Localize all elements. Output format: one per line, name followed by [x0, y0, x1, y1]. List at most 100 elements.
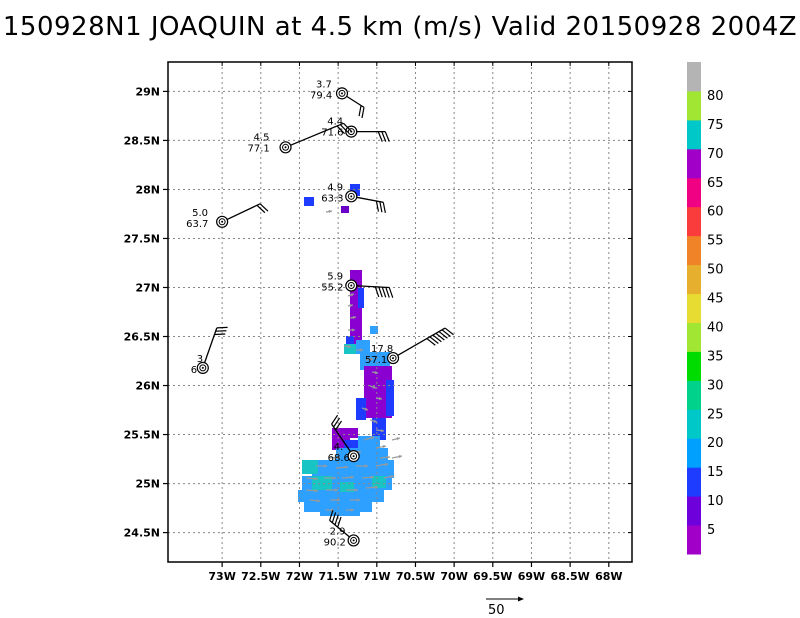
wind-vector — [363, 436, 375, 441]
station-marker-inner — [350, 536, 358, 544]
wind-vector — [379, 455, 391, 459]
station-value-bottom: 77.1 — [248, 143, 270, 154]
station-marker-dot — [392, 357, 395, 360]
colorbar-label: 55 — [707, 234, 724, 249]
barb-staff — [285, 122, 344, 148]
station-marker-dot — [341, 92, 343, 95]
station-value-bottom: 71.6 — [321, 128, 343, 139]
x-tick-label: 69.5W — [473, 570, 512, 583]
wind-vector — [347, 293, 355, 297]
wind-vector — [335, 465, 349, 469]
wind-vector — [361, 475, 375, 479]
station: 3.779.4 — [310, 79, 365, 119]
barb-staff — [351, 284, 390, 289]
colorbar-swatch — [687, 525, 701, 555]
station-value-top: 17.8 — [371, 344, 393, 355]
y-tick-label: 28.5N — [124, 134, 160, 147]
colorbar-swatch — [687, 467, 701, 497]
colorbar-swatch — [687, 206, 701, 237]
speed-cell — [344, 440, 358, 448]
barb-flag — [336, 125, 346, 135]
colorbar-swatch — [687, 293, 701, 323]
colorbar-swatch — [687, 148, 701, 179]
wind-vector — [375, 444, 387, 449]
x-tick-label: 72.5W — [241, 570, 280, 583]
speed-cell — [298, 490, 384, 502]
colorbar-label: 30 — [707, 378, 724, 393]
station: 36 — [191, 326, 228, 376]
wind-vector — [330, 498, 340, 502]
barb-flag — [441, 329, 451, 337]
barb-flag — [385, 287, 390, 298]
y-tick-label: 29N — [135, 85, 160, 98]
station-value-bottom: 6 — [191, 365, 197, 376]
barb-flag — [343, 122, 352, 132]
barb-flag — [435, 332, 445, 341]
colorbar-label: 35 — [707, 349, 724, 364]
wind-vector — [375, 462, 389, 467]
station-marker-dot — [352, 455, 355, 458]
speed-cell — [360, 352, 390, 370]
wind-vector — [369, 419, 378, 423]
barb-flag — [259, 203, 269, 212]
colorbar-label: 50 — [707, 263, 724, 278]
speed-cell — [302, 460, 318, 474]
wind-vector — [324, 476, 336, 480]
station: 4.68.6 — [328, 414, 360, 464]
speed-cell — [358, 436, 380, 448]
station: 4.577.1 — [248, 122, 352, 154]
barb-flag — [438, 331, 448, 339]
y-tick-label: 27.5N — [124, 232, 160, 245]
speed-cell — [350, 184, 360, 196]
speed-cell — [386, 380, 394, 416]
station-marker-inner — [347, 192, 355, 200]
colorbar-label: 60 — [707, 205, 724, 220]
station: 17.857.1 — [365, 327, 454, 366]
reference-arrowhead — [518, 596, 524, 602]
colorbar-swatch — [687, 264, 701, 295]
colorbar-label: 65 — [707, 176, 724, 191]
barb-staff — [202, 327, 218, 369]
colorbar-swatch — [687, 119, 701, 150]
station-marker-dot — [352, 539, 355, 542]
colorbar-label: 75 — [707, 118, 724, 133]
wind-vector — [391, 437, 401, 441]
y-tick-label: 27N — [135, 281, 160, 294]
station-value-top: 3 — [197, 354, 203, 365]
wind-vector — [365, 485, 379, 489]
x-tick-label: 68.5W — [550, 570, 589, 583]
wind-vector — [346, 508, 354, 512]
x-tick-label: 68W — [595, 570, 622, 583]
barb-flag — [331, 512, 337, 523]
station-value-bottom: 57.1 — [365, 355, 387, 366]
colorbar-label: 45 — [707, 292, 724, 307]
y-tick-label: 25.5N — [124, 429, 160, 442]
wind-vector — [356, 464, 368, 468]
colorbar-label: 25 — [707, 407, 724, 422]
speed-cell — [304, 197, 314, 206]
station-value-top: 3.7 — [316, 79, 332, 90]
wind-vector — [383, 474, 395, 479]
wind-vector — [391, 454, 403, 459]
colorbar-swatch — [687, 351, 701, 381]
speed-cell — [304, 500, 372, 512]
station-marker-dot — [350, 195, 353, 198]
barb-flag — [378, 286, 383, 298]
grid-lines — [168, 62, 632, 562]
barb-flag — [375, 200, 380, 212]
wind-vector — [365, 357, 374, 362]
station-value-bottom: 90.2 — [324, 537, 346, 548]
station: 4.471.6 — [321, 117, 390, 142]
station: 2.990.2 — [324, 510, 360, 548]
station: 5.063.7 — [186, 203, 269, 230]
speed-cell — [332, 428, 358, 438]
colorbar-label: 15 — [707, 465, 724, 480]
barb-flag — [429, 336, 439, 344]
barb-flag — [329, 510, 334, 521]
station-marker-inner — [347, 282, 355, 290]
station-marker-dot — [284, 146, 287, 149]
station: 5.955.2 — [321, 272, 394, 298]
x-tick-label: 73W — [208, 570, 235, 583]
y-axis: 24.5N 25N 25.5N 26N 26.5N 27N 27.5N 28N 28.5N 29N — [124, 85, 632, 540]
